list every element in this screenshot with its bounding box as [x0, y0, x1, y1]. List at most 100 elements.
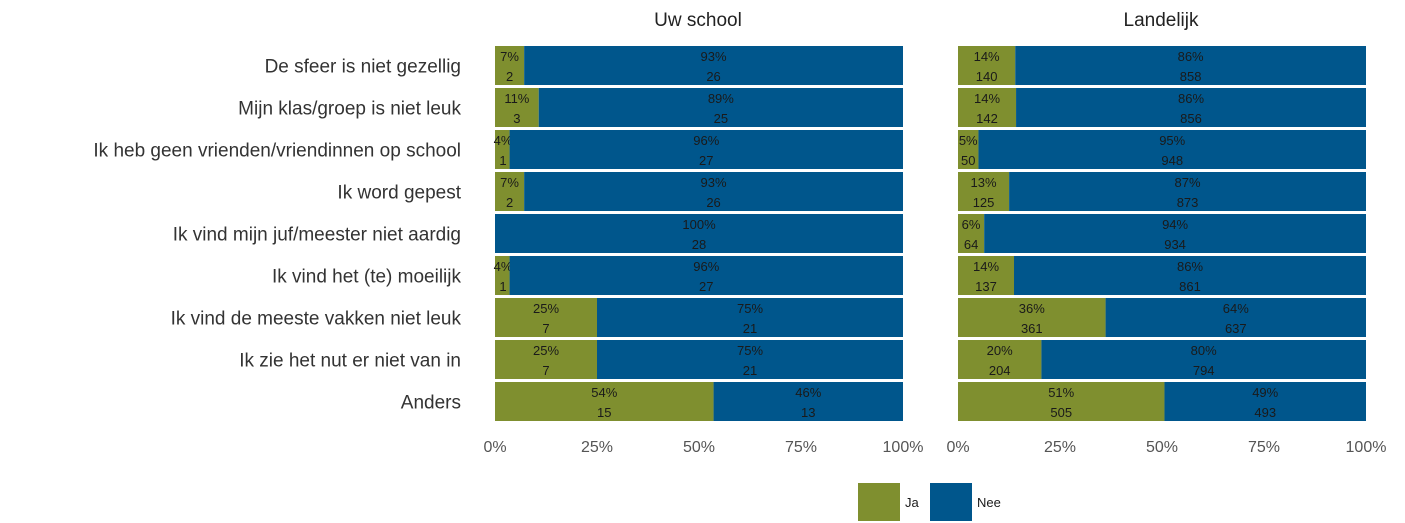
bar-segment-nee — [495, 214, 903, 253]
percent-label-ja: 14% — [974, 91, 1000, 106]
count-label-nee: 28 — [692, 237, 706, 252]
percent-label-nee: 49% — [1252, 385, 1278, 400]
percent-label-nee: 86% — [1178, 91, 1204, 106]
percent-label-ja: 54% — [591, 385, 617, 400]
x-tick-label: 100% — [883, 439, 924, 456]
legend-swatch-nee — [930, 483, 972, 521]
count-label-ja: 7 — [542, 321, 549, 336]
count-label-nee: 27 — [699, 153, 713, 168]
count-label-nee: 861 — [1179, 279, 1201, 294]
legend: Ja Nee — [858, 483, 1001, 521]
percent-label-ja: 51% — [1048, 385, 1074, 400]
x-tick-label: 50% — [683, 439, 715, 456]
count-label-nee: 21 — [743, 363, 757, 378]
x-tick-label: 100% — [1346, 439, 1387, 456]
bar-segment-ja — [495, 88, 539, 127]
count-label-nee: 794 — [1193, 363, 1215, 378]
count-label-nee: 858 — [1180, 69, 1202, 84]
x-tick-label: 75% — [1248, 439, 1280, 456]
bar-segment-ja — [495, 130, 510, 169]
percent-label-nee: 89% — [708, 91, 734, 106]
count-label-ja: 3 — [513, 111, 520, 126]
category-label: Mijn klas/groep is niet leuk — [238, 99, 461, 120]
category-labels: De sfeer is niet gezellig Mijn klas/groep… — [93, 57, 461, 414]
percent-label-nee: 95% — [1159, 133, 1185, 148]
category-label: Ik heb geen vrienden/vriendinnen op scho… — [93, 141, 461, 162]
bar-segment-ja — [958, 298, 1106, 337]
bar-segment-ja — [495, 256, 510, 295]
bar-segment-nee — [597, 340, 903, 379]
bar-segment-nee — [713, 382, 903, 421]
bar-segment-ja — [958, 214, 985, 253]
bar-segment-nee — [509, 130, 903, 169]
count-label-ja: 361 — [1021, 321, 1043, 336]
percent-label-ja: 25% — [533, 343, 559, 358]
count-label-ja: 125 — [973, 195, 995, 210]
count-label-ja: 2 — [506, 69, 513, 84]
x-axis-ticks: 0% 25% 50% 75% 100% 0% 25% 50% 75% 100% — [483, 439, 1386, 456]
bar-segment-nee — [1041, 340, 1366, 379]
count-label-ja: 2 — [506, 195, 513, 210]
bar-segment-nee — [1164, 382, 1366, 421]
percent-label-ja: 4% — [494, 133, 513, 148]
x-tick-label: 75% — [785, 439, 817, 456]
bar-segment-ja — [958, 382, 1165, 421]
count-label-nee: 13 — [801, 405, 815, 420]
percent-label-ja: 11% — [504, 91, 529, 106]
percent-label-ja: 7% — [500, 175, 519, 190]
bar-segment-nee — [1016, 88, 1366, 127]
count-label-nee: 873 — [1177, 195, 1199, 210]
percent-label-nee: 96% — [693, 133, 719, 148]
bar-segment-ja — [495, 382, 714, 421]
count-label-nee: 26 — [706, 69, 720, 84]
bar-segment-ja — [958, 46, 1016, 85]
count-label-nee: 26 — [706, 195, 720, 210]
bar-segment-ja — [958, 88, 1017, 127]
bar-segment-ja — [495, 172, 525, 211]
percent-label-ja: 13% — [971, 175, 997, 190]
percent-label-ja: 4% — [494, 259, 513, 274]
percent-label-nee: 86% — [1177, 259, 1203, 274]
count-label-nee: 493 — [1254, 405, 1276, 420]
count-label-nee: 27 — [699, 279, 713, 294]
bar-segment-ja — [958, 256, 1015, 295]
panel-title-landelijk: Landelijk — [1124, 10, 1199, 31]
bar-segment-nee — [978, 130, 1366, 169]
percent-label-ja: 14% — [974, 49, 1000, 64]
x-tick-label: 25% — [1044, 439, 1076, 456]
bar-segment-ja — [495, 340, 597, 379]
percent-label-ja: 6% — [962, 217, 981, 232]
category-label: Ik zie het nut er niet van in — [239, 351, 461, 372]
count-label-ja: 1 — [499, 153, 506, 168]
percent-label-ja: 25% — [533, 301, 559, 316]
percent-label-ja: 7% — [500, 49, 519, 64]
bar-segment-nee — [524, 172, 903, 211]
x-tick-label: 0% — [946, 439, 969, 456]
percent-label-ja: 36% — [1019, 301, 1045, 316]
percent-label-nee: 96% — [693, 259, 719, 274]
bar-segment-nee — [1105, 298, 1366, 337]
bar-segment-ja — [958, 340, 1042, 379]
percent-label-ja: 5% — [959, 133, 978, 148]
bar-segment-ja — [958, 130, 979, 169]
bar-segment-nee — [509, 256, 903, 295]
count-label-ja: 50 — [961, 153, 975, 168]
category-label: Ik vind de meeste vakken niet leuk — [171, 309, 462, 330]
category-label: De sfeer is niet gezellig — [265, 57, 461, 78]
percent-label-nee: 80% — [1191, 343, 1217, 358]
bar-segment-nee — [538, 88, 903, 127]
bar-segment-ja — [958, 172, 1010, 211]
count-label-nee: 934 — [1164, 237, 1186, 252]
category-label: Anders — [401, 393, 461, 414]
legend-label-ja: Ja — [905, 495, 920, 510]
category-label: Ik vind het (te) moeilijk — [272, 267, 462, 288]
category-label: Ik vind mijn juf/meester niet aardig — [173, 225, 461, 246]
bars-layer: 7% 2 93% 26 11% 3 89% 25 4% 1 96% 27 7% 2 93% 26 100% 28 4… — [494, 46, 1366, 421]
bar-segment-nee — [1014, 256, 1366, 295]
count-label-nee: 948 — [1161, 153, 1183, 168]
percent-label-nee: 75% — [737, 343, 763, 358]
bar-segment-ja — [495, 298, 597, 337]
percent-label-nee: 94% — [1162, 217, 1188, 232]
count-label-ja: 140 — [976, 69, 998, 84]
bar-segment-nee — [1009, 172, 1366, 211]
